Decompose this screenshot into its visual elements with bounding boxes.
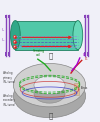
Text: $I_1$: $I_1$ xyxy=(84,55,88,63)
Circle shape xyxy=(14,35,16,38)
Ellipse shape xyxy=(34,76,65,94)
Text: $I_2$: $I_2$ xyxy=(82,52,86,59)
Bar xyxy=(87,15,89,18)
Ellipse shape xyxy=(10,21,20,50)
Ellipse shape xyxy=(34,84,65,103)
Text: Ⓐ: Ⓐ xyxy=(48,52,53,59)
Text: Ⓑ: Ⓑ xyxy=(48,113,53,119)
Circle shape xyxy=(14,40,16,44)
Ellipse shape xyxy=(13,63,86,107)
Ellipse shape xyxy=(73,21,83,50)
Bar xyxy=(84,15,86,18)
Bar xyxy=(87,52,89,56)
Text: Torus: Torus xyxy=(81,86,88,90)
Circle shape xyxy=(14,45,16,48)
Text: $I_2$: $I_2$ xyxy=(1,36,5,44)
Bar xyxy=(5,15,7,18)
Bar xyxy=(5,52,7,56)
Ellipse shape xyxy=(13,74,86,118)
Bar xyxy=(8,15,10,18)
Text: Winding
primary
(N₁ turns): Winding primary (N₁ turns) xyxy=(3,71,15,85)
Bar xyxy=(74,83,79,95)
Bar xyxy=(15,21,78,50)
Text: $I_1$: $I_1$ xyxy=(1,26,5,34)
Text: Winding
secondary
(N₂ turns): Winding secondary (N₂ turns) xyxy=(3,94,16,107)
Bar xyxy=(8,52,10,56)
Text: Sensing
coil: Sensing coil xyxy=(33,49,45,57)
Bar xyxy=(84,52,86,56)
